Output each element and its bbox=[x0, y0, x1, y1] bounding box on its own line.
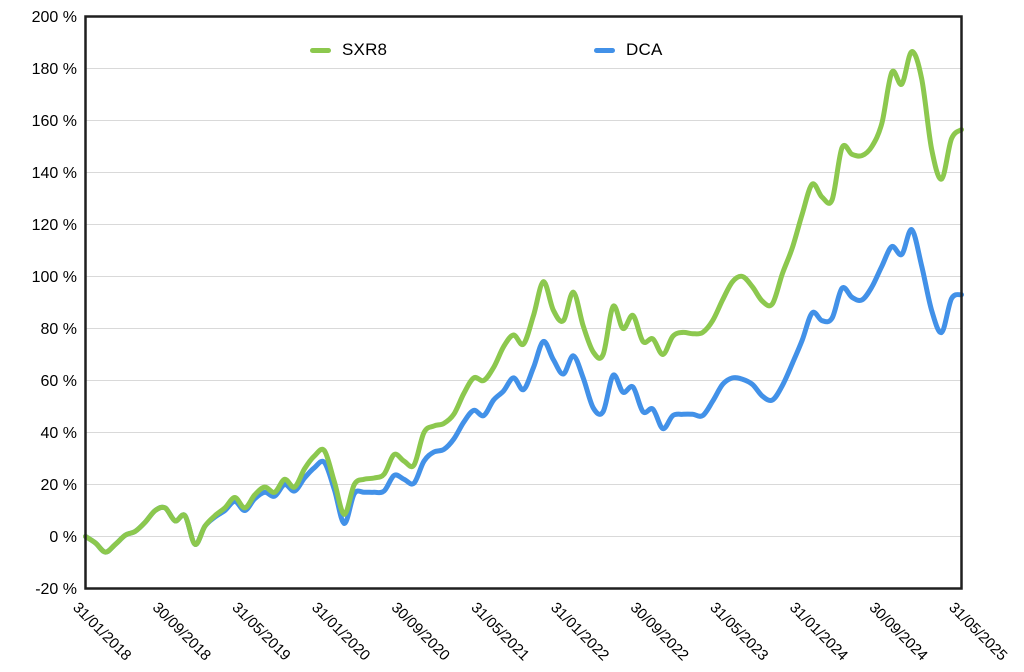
x-axis-tick-label: 30/09/2018 bbox=[149, 599, 214, 664]
y-axis-tick-label: 100 % bbox=[32, 269, 77, 286]
y-axis-tick-label: -20 % bbox=[35, 581, 77, 598]
x-axis-tick-label: 31/05/2023 bbox=[706, 599, 771, 664]
x-axis-tick-label: 31/01/2024 bbox=[786, 599, 851, 664]
y-axis-tick-label: 120 % bbox=[32, 217, 77, 234]
x-axis-tick-label: 31/05/2019 bbox=[229, 599, 294, 664]
y-axis-tick-label: 80 % bbox=[41, 321, 77, 338]
x-axis-labels-group: 31/01/2018 30/09/2018 31/05/2019 31/01/2020… bbox=[69, 599, 1010, 664]
x-axis-tick-label: 30/09/2024 bbox=[866, 599, 931, 664]
sxr8-line bbox=[83, 49, 964, 555]
x-axis-tick-label: 31/01/2022 bbox=[547, 599, 612, 664]
series-group bbox=[83, 49, 964, 555]
y-axis-tick-label: 180 % bbox=[32, 61, 77, 78]
plot-frame bbox=[84, 15, 963, 590]
y-axis-tick-label: 20 % bbox=[41, 477, 77, 494]
x-axis-tick-label: 31/01/2020 bbox=[308, 599, 373, 664]
y-axis-tick-label: 0 % bbox=[49, 529, 77, 546]
x-axis-tick-label: 31/05/2025 bbox=[945, 599, 1010, 664]
x-axis-tick-label: 31/01/2018 bbox=[69, 599, 134, 664]
dca-line bbox=[83, 227, 964, 555]
x-axis-tick-label: 30/09/2022 bbox=[627, 599, 692, 664]
x-axis-tick-label: 31/05/2021 bbox=[467, 599, 532, 664]
y-axis-tick-label: 140 % bbox=[32, 165, 77, 182]
frame-group bbox=[84, 15, 963, 590]
y-axis-tick-label: 160 % bbox=[32, 113, 77, 130]
y-axis-tick-label: 60 % bbox=[41, 373, 77, 390]
y-axis-tick-label: 40 % bbox=[41, 425, 77, 442]
y-axis-tick-label: 200 % bbox=[32, 9, 77, 26]
y-axis-labels-group: 200 % 180 % 160 % 140 % 120 % 100 % 80 % 60 % 40… bbox=[32, 9, 77, 598]
x-axis-tick-label: 30/09/2020 bbox=[388, 599, 453, 664]
gridlines-group bbox=[85, 68, 962, 537]
